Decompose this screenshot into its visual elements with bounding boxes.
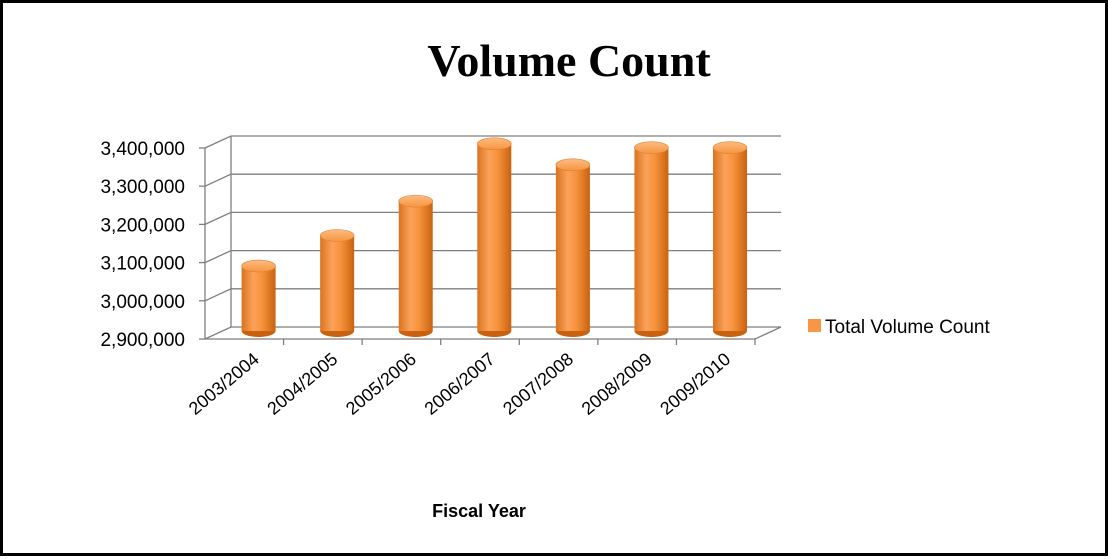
legend: Total Volume Count	[808, 317, 990, 338]
bars	[241, 137, 748, 337]
x-axis-label: Fiscal Year	[432, 501, 526, 521]
bar	[476, 137, 512, 337]
bar	[398, 194, 434, 337]
floor-edge	[754, 326, 782, 340]
x-tick-label: 2005/2006	[342, 349, 420, 419]
bar	[712, 141, 748, 337]
x-tick-label: 2007/2008	[499, 349, 577, 419]
bar	[319, 229, 355, 337]
x-tick-label: 2009/2010	[656, 349, 734, 419]
x-tick-label: 2008/2009	[578, 349, 656, 419]
legend-swatch	[808, 319, 821, 332]
legend-label: Total Volume Count	[825, 317, 990, 338]
x-axis: 2003/2004 2004/2005 2005/2006 2006/2007 2007…	[185, 349, 734, 419]
bar	[634, 141, 669, 337]
grid-layer	[199, 135, 782, 345]
bar	[555, 158, 591, 337]
y-tick-label: 3,300,000	[100, 177, 185, 198]
chart: Volume Count 2,900,000 3,000,000 3,100,000…	[100, 35, 990, 521]
bar	[241, 259, 276, 337]
y-tick-label: 3,000,000	[100, 292, 185, 313]
x-tick-label: 2004/2005	[263, 349, 341, 419]
y-tick-label: 3,100,000	[100, 254, 185, 275]
x-tick-label: 2003/2004	[185, 349, 263, 419]
y-tick-label: 2,900,000	[100, 330, 185, 351]
y-axis: 2,900,000 3,000,000 3,100,000 3,200,000 3,30…	[100, 139, 185, 351]
chart-title: Volume Count	[427, 35, 711, 86]
x-tick-label: 2006/2007	[421, 349, 499, 419]
y-tick-label: 3,400,000	[100, 139, 185, 160]
y-tick-label: 3,200,000	[100, 215, 185, 236]
